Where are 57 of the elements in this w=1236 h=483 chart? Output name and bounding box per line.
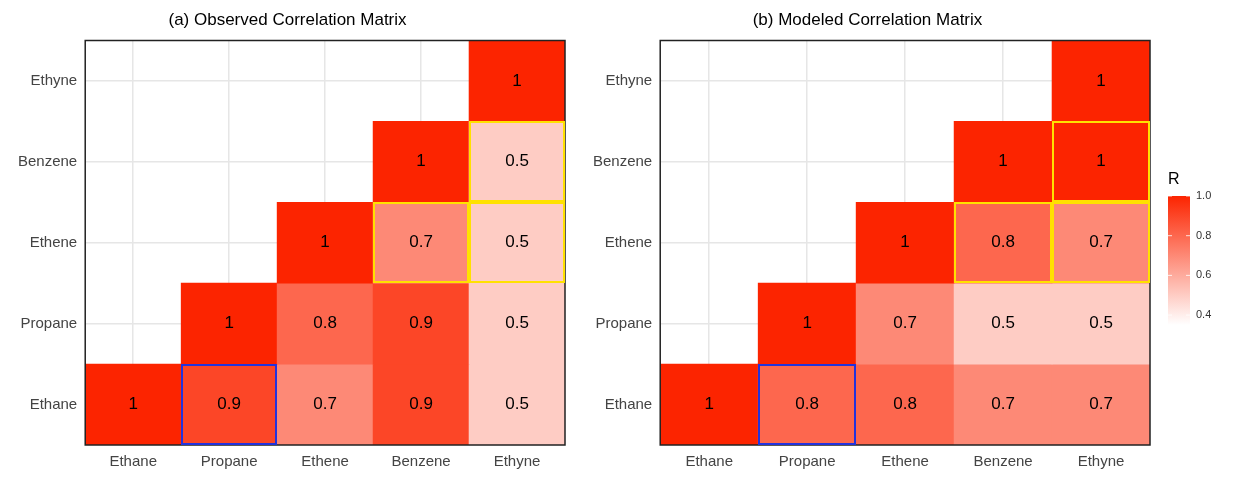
x-tick-label: Propane	[200, 452, 258, 470]
chart-title: (b) Modeled Correlation Matrix	[752, 9, 983, 29]
data-label: 0.5	[1089, 313, 1113, 333]
data-label: 1	[998, 151, 1008, 171]
data-label: 1	[512, 70, 522, 90]
data-label: 1	[320, 232, 330, 252]
data-label: 0.5	[505, 313, 529, 333]
data-label: 0.7	[1089, 232, 1113, 252]
data-label: 1	[900, 232, 910, 252]
color-bar-title: R	[1168, 170, 1180, 187]
y-tick-label: Ethane	[604, 394, 653, 412]
y-tick-label: Ethane	[29, 394, 78, 412]
data-label: 0.8	[313, 313, 337, 333]
y-tick-label: Ethyne	[605, 71, 653, 88]
data-label: 0.7	[409, 232, 433, 252]
data-label: 0.5	[505, 151, 529, 171]
data-label: 1	[224, 313, 234, 333]
x-tick-label: Ethyne	[1077, 452, 1125, 470]
data-label: 1	[802, 313, 812, 333]
x-tick-label: Ethane	[685, 452, 733, 470]
x-tick-label: Ethane	[109, 452, 157, 470]
data-label: 0.7	[1089, 394, 1113, 414]
data-label: 1	[416, 151, 426, 171]
x-tick-label: Benzene	[391, 452, 451, 470]
data-label: 0.7	[991, 394, 1015, 414]
color-bar-label: 1.0	[1196, 189, 1212, 202]
x-tick-label: Ethene	[301, 452, 349, 470]
y-tick-label: Ethene	[604, 232, 653, 250]
data-label: 0.8	[893, 394, 917, 414]
data-label: 1	[1096, 151, 1106, 171]
y-tick-label: Benzene	[18, 151, 78, 169]
data-label: 0.9	[409, 313, 433, 333]
color-bar-label: 0.8	[1196, 228, 1212, 241]
y-tick-label: Propane	[595, 313, 653, 331]
data-label: 0.8	[991, 232, 1015, 252]
chart-title: (a) Observed Correlation Matrix	[168, 9, 408, 29]
y-tick-label: Propane	[20, 313, 78, 331]
y-tick-label: Ethyne	[30, 71, 78, 88]
data-label: 1	[1096, 70, 1106, 90]
data-label: 0.5	[991, 313, 1015, 333]
data-label: 0.9	[217, 394, 241, 414]
data-label: 0.7	[313, 394, 337, 414]
y-tick-label: Benzene	[593, 151, 653, 169]
data-label: 0.8	[795, 394, 819, 414]
color-bar-label: 0.6	[1196, 268, 1212, 281]
x-tick-label: Ethyne	[493, 452, 541, 470]
data-label: 0.5	[505, 232, 529, 252]
data-label: 0.7	[893, 313, 917, 333]
x-tick-label: Benzene	[973, 452, 1033, 470]
x-tick-label: Propane	[778, 452, 836, 470]
data-label: 0.9	[409, 394, 433, 414]
x-tick-label: Ethene	[881, 452, 929, 470]
data-label: 1	[704, 394, 714, 414]
data-label: 0.5	[505, 394, 529, 414]
color-bar-label: 0.4	[1196, 308, 1212, 321]
data-label: 1	[128, 394, 138, 414]
y-tick-label: Ethene	[29, 232, 78, 250]
